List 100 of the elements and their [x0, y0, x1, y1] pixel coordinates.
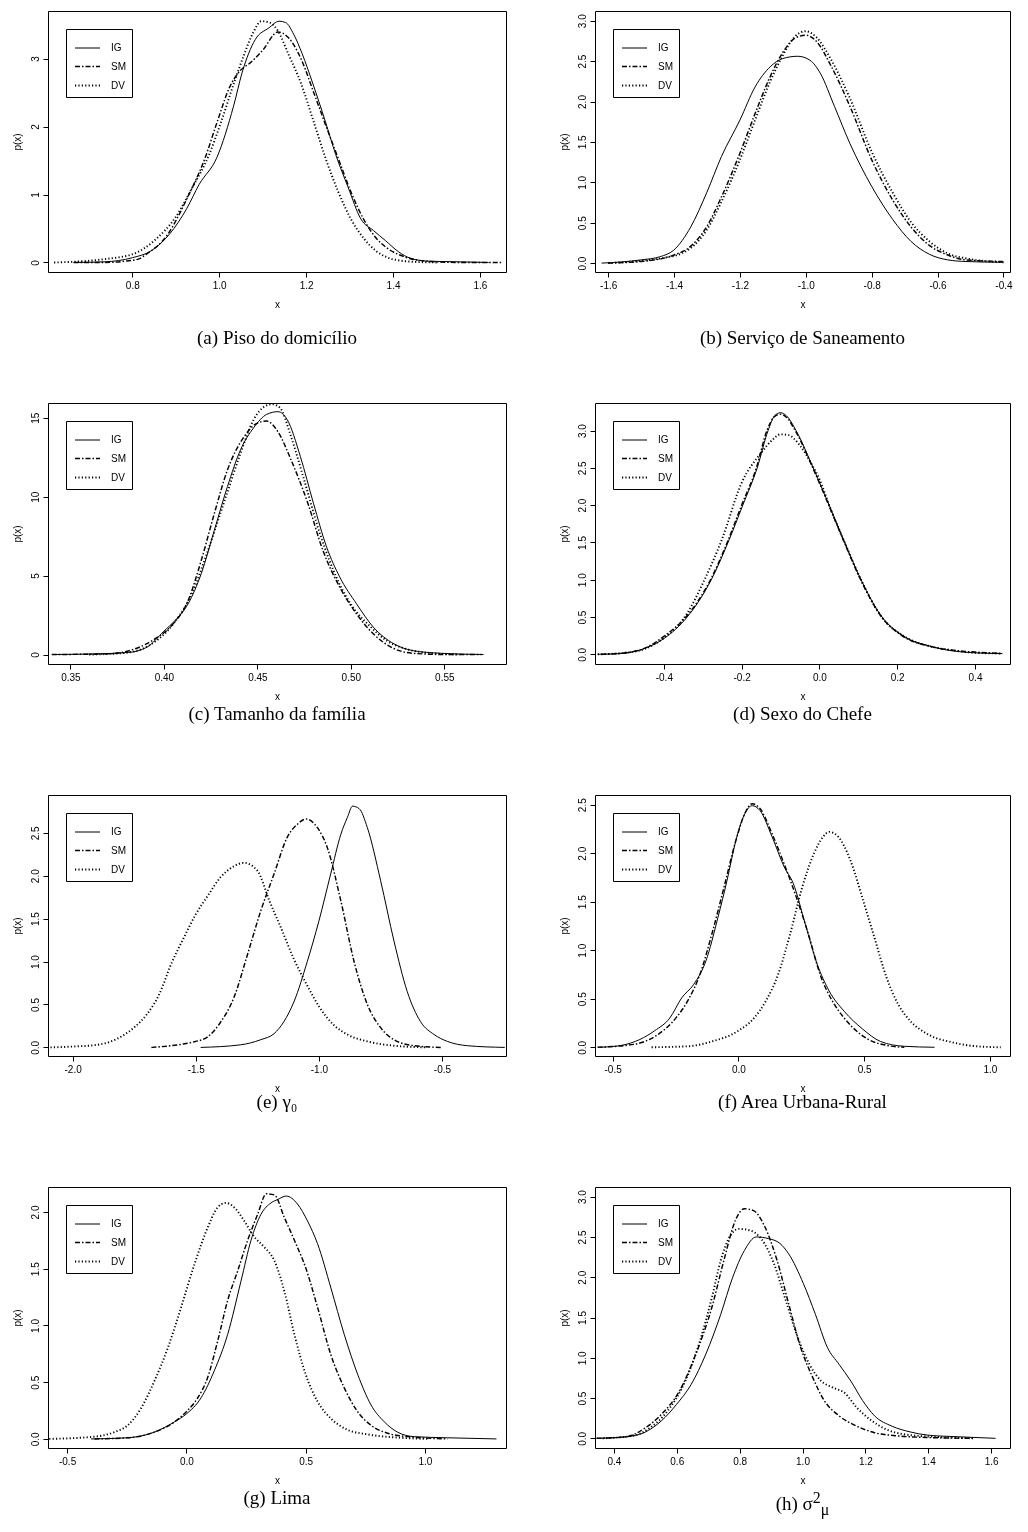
legend-label: IG — [658, 42, 669, 53]
legend-label: IG — [658, 826, 669, 837]
y-tick-label: 2.0 — [29, 868, 41, 884]
x-tick-label: -0.5 — [58, 1455, 77, 1467]
legend-label: SM — [658, 60, 673, 72]
x-tick-label: 0.40 — [154, 671, 175, 683]
x-tick-label: -1.4 — [665, 279, 684, 291]
y-tick-label: 1 — [29, 191, 41, 198]
x-tick-label: 0.0 — [812, 671, 828, 683]
y-tick-label: 0.5 — [29, 1375, 41, 1390]
y-tick-label: 0.5 — [576, 215, 588, 231]
legend-label: IG — [111, 434, 122, 445]
legend-label: DV — [658, 79, 673, 91]
y-axis-title: p(x) — [558, 525, 570, 543]
y-tick-label: 2.0 — [576, 498, 588, 513]
y-tick-label: 2.0 — [576, 846, 588, 861]
y-tick-label: 2.5 — [576, 1230, 588, 1245]
x-tick-label: -0.2 — [733, 671, 752, 683]
y-tick-label: 3.0 — [576, 13, 588, 29]
y-tick-label: 10 — [29, 491, 41, 503]
y-tick-label: 1.5 — [576, 1310, 588, 1325]
y-tick-label: 2.0 — [576, 94, 588, 109]
x-axis-title: x — [275, 298, 280, 310]
legend-label: SM — [658, 452, 673, 464]
y-tick-label: 0.5 — [576, 1391, 588, 1406]
y-tick-label: 0.0 — [576, 1040, 588, 1055]
x-axis-title: x — [800, 690, 806, 702]
y-tick-label: 1.5 — [576, 135, 588, 150]
y-tick-label: 1.0 — [576, 1350, 588, 1366]
x-tick-label: 1.0 — [418, 1455, 433, 1467]
y-tick-label: 2 — [29, 123, 41, 130]
y-tick-label: 3 — [29, 55, 41, 62]
y-tick-label: 2.5 — [576, 54, 588, 69]
y-tick-label: 0.5 — [576, 991, 588, 1007]
y-axis-title: p(x) — [11, 133, 23, 151]
x-tick-label: 1.2 — [858, 1455, 874, 1467]
x-tick-label: 1.4 — [921, 1455, 937, 1467]
x-tick-label: -0.6 — [929, 279, 948, 291]
y-tick-label: 0.0 — [576, 256, 588, 271]
legend-label: IG — [111, 826, 122, 837]
x-axis-title: x — [275, 1082, 280, 1094]
x-tick-label: -0.4 — [655, 671, 674, 683]
legend-label: SM — [111, 452, 126, 464]
legend-label: DV — [111, 471, 126, 483]
x-tick-label: 0.0 — [179, 1455, 195, 1467]
y-tick-label: 1.0 — [576, 175, 588, 190]
y-tick-label: 2.5 — [576, 460, 588, 476]
x-tick-label: -0.5 — [604, 1063, 623, 1075]
legend-label: DV — [111, 1255, 126, 1267]
text: (c) Tamanho da família — [187, 702, 367, 726]
y-tick-label: 0.5 — [576, 610, 588, 625]
x-tick-label: -1.0 — [310, 1063, 329, 1075]
y-tick-label: 1.0 — [29, 1318, 41, 1333]
legend-label: SM — [658, 1236, 673, 1248]
x-tick-label: -1.2 — [731, 279, 750, 291]
legend-label: IG — [658, 434, 669, 445]
x-tick-label: 0.50 — [341, 671, 362, 683]
x-tick-label: 0.4 — [968, 671, 983, 683]
x-axis-title: x — [275, 690, 280, 702]
x-tick-label: 0.5 — [299, 1455, 314, 1467]
legend-label: SM — [111, 844, 126, 856]
x-tick-label: 0.45 — [248, 671, 269, 683]
text: (e) γ₀ — [255, 1091, 299, 1114]
legend-label: IG — [111, 1218, 122, 1229]
x-tick-label: 1.6 — [984, 1455, 1000, 1467]
y-tick-label: 0 — [29, 651, 41, 658]
y-tick-label: 0.0 — [576, 1431, 588, 1446]
legend-label: SM — [658, 844, 673, 856]
legend-label: DV — [658, 471, 673, 483]
x-tick-label: 0.55 — [435, 671, 455, 683]
x-tick-label: 0.2 — [890, 671, 906, 683]
y-tick-label: 1.5 — [576, 535, 588, 550]
x-tick-label: -1.6 — [600, 279, 618, 291]
x-tick-label: 1.0 — [796, 1455, 811, 1467]
y-axis-title: p(x) — [11, 917, 23, 935]
y-tick-label: 3.0 — [576, 423, 588, 439]
text: (b) Serviço de Saneamento — [698, 326, 907, 350]
legend-label: DV — [111, 863, 126, 875]
x-tick-label: -1.5 — [187, 1063, 206, 1075]
x-tick-label: 1.0 — [983, 1063, 998, 1075]
x-tick-label: 1.0 — [212, 279, 228, 291]
x-tick-label: 0.4 — [607, 1455, 622, 1467]
x-tick-label: 0.8 — [733, 1455, 748, 1467]
legend-label: DV — [658, 1255, 673, 1267]
legend-label: SM — [111, 60, 126, 72]
y-tick-label: 1.0 — [576, 943, 588, 958]
y-axis-title: p(x) — [558, 1309, 570, 1327]
y-tick-label: 1.0 — [29, 954, 41, 970]
y-tick-label: 2.5 — [29, 825, 41, 841]
y-tick-label: 2.0 — [576, 1270, 588, 1285]
y-tick-label: 2.0 — [29, 1205, 41, 1220]
text: (d) Sexo do Chefe — [732, 702, 873, 726]
x-axis-title: x — [800, 298, 806, 310]
x-tick-label: 1.4 — [386, 279, 401, 291]
x-tick-label: 0.35 — [61, 671, 82, 683]
text: (a) Piso do domicílio — [196, 326, 358, 350]
x-tick-label: -0.8 — [863, 279, 882, 291]
x-axis-title: x — [800, 1474, 806, 1486]
x-tick-label: 0.0 — [731, 1063, 747, 1075]
y-tick-label: 15 — [29, 412, 41, 424]
